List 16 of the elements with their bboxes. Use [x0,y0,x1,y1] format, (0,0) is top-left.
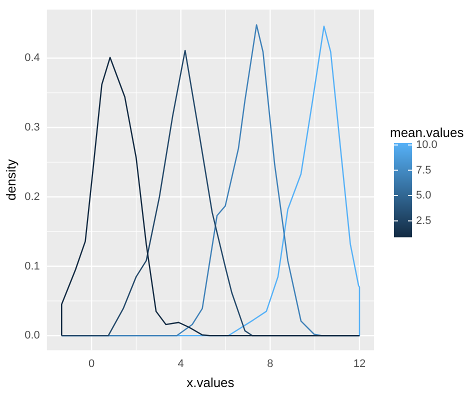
x-tick-label: 12 [353,358,366,370]
color-bar-label: 2.5 [416,214,432,227]
x-tick-label: 8 [267,358,274,370]
color-bar-label: 5.0 [416,190,432,202]
y-tick-label: 0.4 [24,52,40,64]
y-tick-label: 0.1 [24,260,40,272]
x-tick-label: 0 [88,358,95,370]
color-bar-title: mean.values [390,125,464,140]
y-tick-label: 0.3 [24,122,40,134]
color-bar-label: 7.5 [416,164,432,176]
color-bar-label: 10.0 [416,139,438,152]
y-tick-label: 0.0 [24,330,40,342]
y-axis-title: density [3,158,18,200]
y-tick-label: 0.2 [24,190,40,203]
x-tick-label: 4 [178,358,184,370]
x-axis-title: x.values [186,374,235,390]
